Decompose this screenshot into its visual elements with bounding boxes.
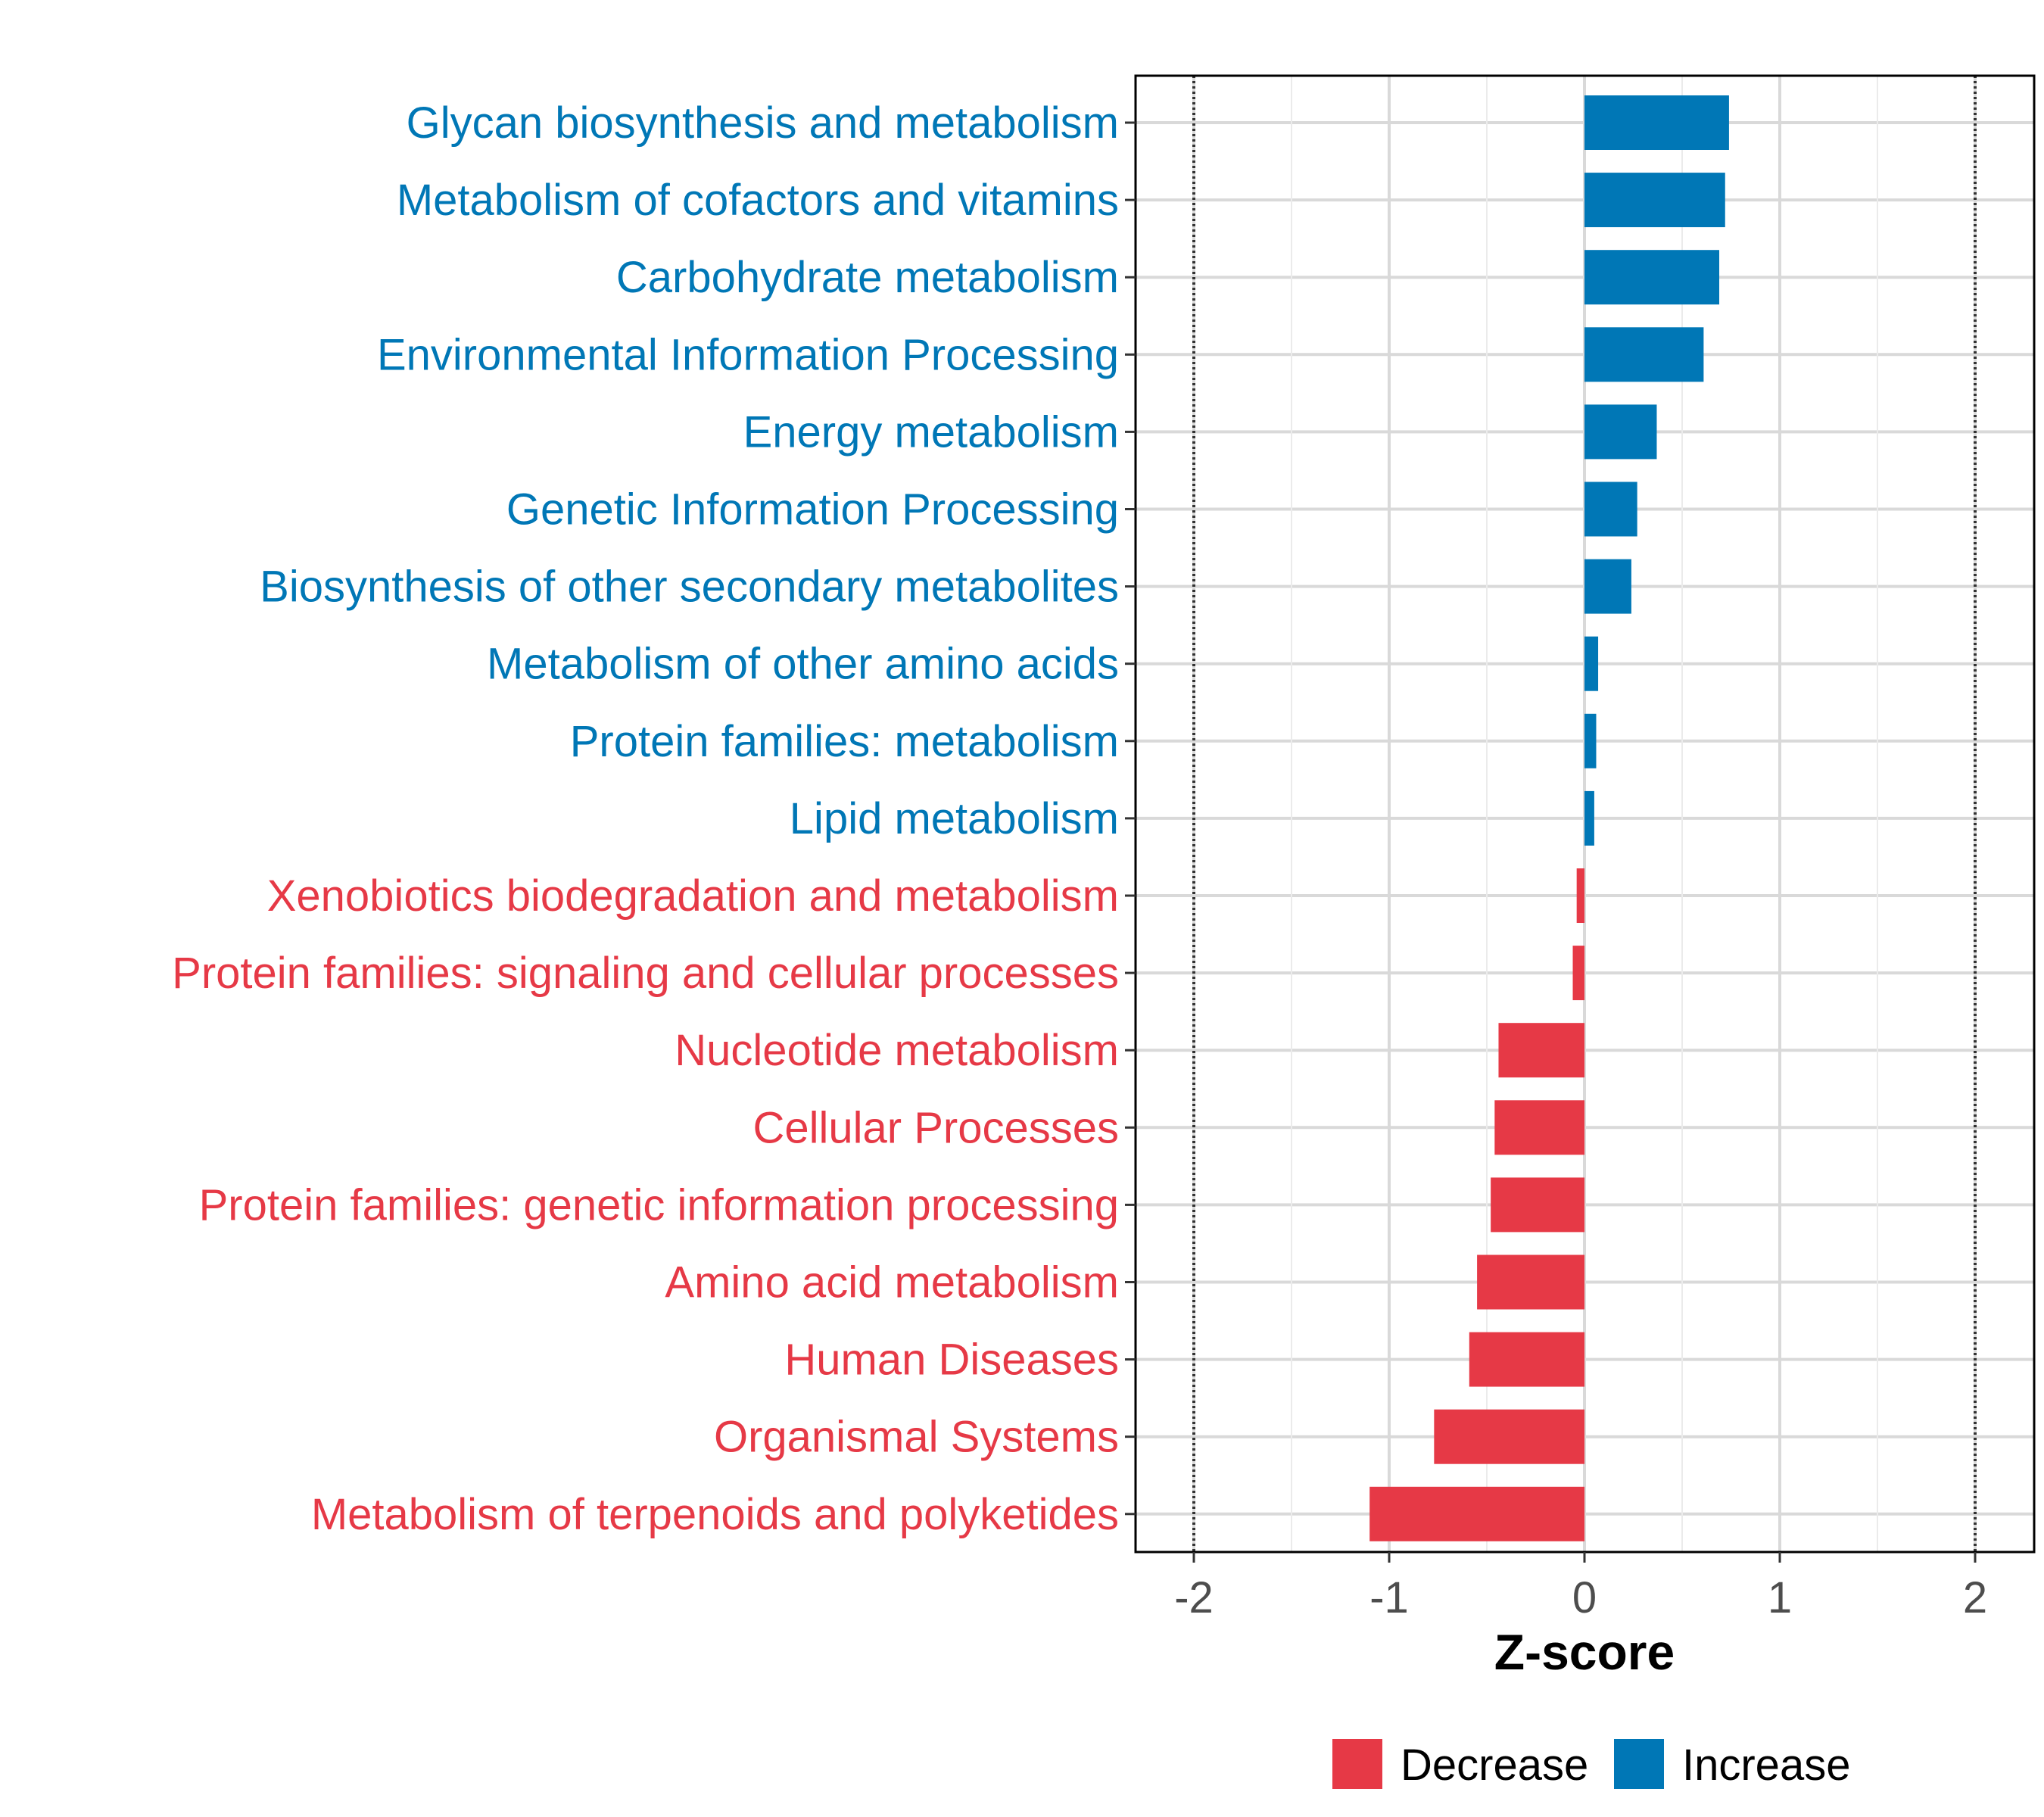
category-label: Protein families: metabolism [570, 717, 1119, 766]
category-label: Human Diseases [784, 1335, 1119, 1385]
legend: Decrease Increase [1332, 1739, 1850, 1790]
category-label: Protein families: genetic information pr… [199, 1180, 1119, 1230]
x-tick-label: 0 [1572, 1573, 1597, 1622]
bar-increase [1584, 713, 1597, 768]
bar-decrease [1572, 946, 1584, 1001]
bar-increase [1584, 327, 1704, 382]
legend-swatch-decrease [1332, 1739, 1382, 1789]
category-label: Protein families: signaling and cellular… [172, 949, 1119, 998]
bar-decrease [1498, 1023, 1584, 1078]
x-tick-label: 1 [1768, 1573, 1792, 1622]
bar-decrease [1576, 868, 1584, 923]
bar-increase [1584, 482, 1637, 537]
category-label: Glycan biosynthesis and metabolism [407, 98, 1119, 148]
bar-decrease [1494, 1100, 1584, 1155]
category-label: Metabolism of terpenoids and polyketides [311, 1490, 1119, 1539]
bar-increase [1584, 173, 1725, 228]
category-label: Biosynthesis of other secondary metaboli… [260, 563, 1119, 612]
bar-decrease [1477, 1254, 1584, 1310]
category-label: Carbohydrate metabolism [616, 253, 1119, 302]
reference-lines [1192, 76, 1977, 1552]
category-label: Nucleotide metabolism [675, 1026, 1119, 1075]
category-label: Metabolism of cofactors and vitamins [397, 176, 1119, 225]
category-label: Organismal Systems [714, 1413, 1119, 1462]
y-axis-ticks [1125, 121, 1136, 1516]
x-axis-ticks: -2 -1 0 1 2 [1174, 1552, 1987, 1622]
bar-increase [1584, 636, 1599, 691]
legend-label-decrease: Decrease [1401, 1741, 1588, 1790]
bar-decrease [1469, 1332, 1584, 1387]
category-label: Cellular Processes [752, 1103, 1119, 1152]
bars [1369, 95, 1729, 1541]
bar-decrease [1434, 1409, 1584, 1464]
category-label: Environmental Information Processing [377, 330, 1119, 379]
category-label: Energy metabolism [743, 407, 1119, 457]
bar-decrease [1369, 1486, 1584, 1541]
category-label: Xenobiotics biodegradation and metabolis… [267, 871, 1119, 921]
x-tick-label: -2 [1174, 1573, 1214, 1622]
category-label: Lipid metabolism [790, 794, 1119, 843]
x-tick-label: 2 [1963, 1573, 1987, 1622]
bar-increase [1584, 404, 1657, 460]
bar-increase [1584, 95, 1729, 150]
category-label: Amino acid metabolism [665, 1258, 1119, 1307]
category-label: Metabolism of other amino acids [487, 640, 1119, 689]
legend-swatch-increase [1614, 1739, 1664, 1789]
bar-increase [1584, 559, 1631, 614]
legend-label-increase: Increase [1682, 1741, 1850, 1790]
bar-decrease [1491, 1177, 1584, 1233]
x-tick-label: -1 [1369, 1573, 1409, 1622]
category-label: Genetic Information Processing [506, 485, 1119, 535]
bar-increase [1584, 250, 1720, 305]
x-axis-title: Z-score [1494, 1624, 1675, 1680]
bar-increase [1584, 790, 1594, 846]
category-labels: Glycan biosynthesis and metabolism Metabo… [172, 98, 1119, 1539]
